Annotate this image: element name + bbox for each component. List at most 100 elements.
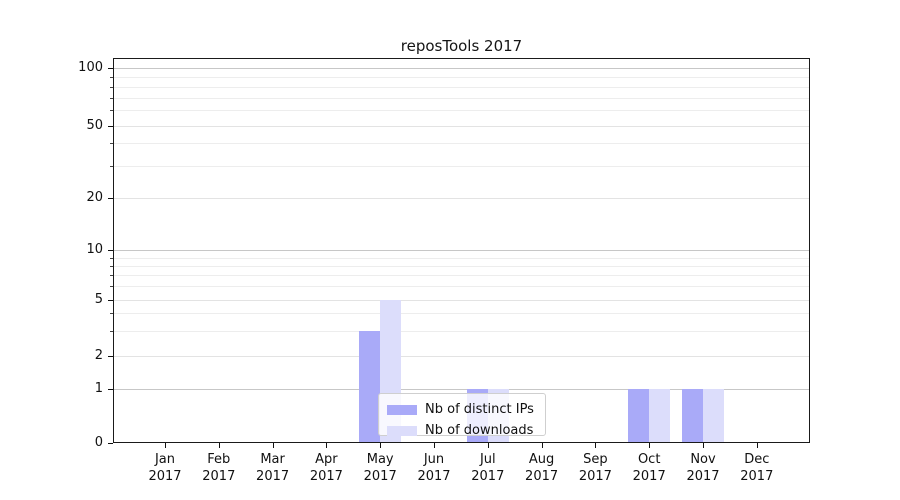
y-minor-gridline xyxy=(113,275,810,277)
x-tick-year: 2017 xyxy=(148,469,182,484)
x-tick-year: 2017 xyxy=(525,469,559,484)
y-tick-label: 0 xyxy=(94,435,103,450)
x-tick-month: Mar xyxy=(260,452,285,467)
y-minor-tick xyxy=(110,286,113,288)
y-minor-tick xyxy=(110,110,113,112)
x-tick-month: Nov xyxy=(690,452,716,467)
plot-area: Nb of distinct IPs Nb of downloads xyxy=(113,58,810,443)
y-tick-label: 50 xyxy=(86,117,103,133)
x-tick-label: Feb 2017 xyxy=(202,451,235,485)
x-tick-label: Apr 2017 xyxy=(310,451,343,485)
y-minor-gridline xyxy=(113,86,810,88)
legend-item: Nb of downloads xyxy=(387,420,545,441)
y-gridline xyxy=(113,389,810,390)
bar-distinct-ips-may xyxy=(359,330,381,443)
y-minor-gridline xyxy=(113,110,810,112)
x-tick-year: 2017 xyxy=(686,469,720,484)
x-tick-month: Dec xyxy=(744,452,770,467)
x-tick-year: 2017 xyxy=(309,469,343,484)
x-tick xyxy=(487,443,489,448)
bar-downloads-nov xyxy=(703,389,724,443)
x-tick-year: 2017 xyxy=(363,469,397,484)
y-tick-label: 10 xyxy=(86,242,103,257)
y-minor-tick xyxy=(110,76,113,78)
y-minor-tick xyxy=(110,165,113,167)
x-tick xyxy=(272,443,274,448)
x-tick-month: Sep xyxy=(583,452,608,467)
bar-distinct-ips-nov xyxy=(682,389,703,443)
bar-downloads-oct xyxy=(649,389,671,443)
x-tick-month: Apr xyxy=(315,452,338,467)
y-minor-gridline xyxy=(113,330,810,332)
y-gridline xyxy=(113,250,810,251)
x-tick-year: 2017 xyxy=(256,469,290,484)
y-minor-tick xyxy=(110,330,113,332)
y-gridline xyxy=(113,68,810,69)
chart-title: reposTools 2017 xyxy=(400,37,523,55)
x-tick-month: Feb xyxy=(207,452,231,467)
x-tick-label: Jul 2017 xyxy=(471,451,504,485)
y-minor-tick xyxy=(110,265,113,267)
legend: Nb of distinct IPs Nb of downloads xyxy=(378,393,546,438)
x-tick xyxy=(165,443,166,448)
x-tick xyxy=(380,443,382,448)
x-tick xyxy=(541,443,543,448)
y-tick xyxy=(108,68,113,69)
legend-swatch xyxy=(387,404,417,415)
legend-label: Nb of downloads xyxy=(425,423,534,438)
legend-swatch xyxy=(387,425,417,436)
y-minor-gridline xyxy=(113,265,810,267)
y-gridline xyxy=(113,299,810,301)
x-tick-month: Jan xyxy=(154,452,176,467)
y-tick-label: 2 xyxy=(94,348,103,363)
x-tick-label: Jun 2017 xyxy=(417,451,450,485)
y-minor-tick xyxy=(110,257,113,259)
bar-distinct-ips-oct xyxy=(628,389,650,443)
x-tick-label: Nov 2017 xyxy=(686,451,719,485)
legend-item: Nb of distinct IPs xyxy=(387,399,545,420)
x-tick-month: May xyxy=(366,452,394,467)
x-tick-year: 2017 xyxy=(202,469,236,484)
x-tick xyxy=(434,443,435,448)
y-minor-tick xyxy=(110,143,113,145)
y-minor-gridline xyxy=(113,257,810,259)
y-minor-gridline xyxy=(113,286,810,288)
y-gridline xyxy=(113,356,810,357)
y-minor-tick xyxy=(110,275,113,277)
y-minor-tick xyxy=(110,97,113,99)
x-tick-label: May 2017 xyxy=(364,451,397,485)
y-tick-label: 5 xyxy=(94,291,103,307)
y-tick xyxy=(108,389,113,390)
x-tick-label: Dec 2017 xyxy=(740,451,773,485)
x-tick xyxy=(703,443,704,448)
x-tick-month: Aug xyxy=(528,452,555,467)
x-tick-year: 2017 xyxy=(471,469,505,484)
y-gridline xyxy=(113,198,810,199)
x-tick-label: Jan 2017 xyxy=(148,451,181,485)
y-tick xyxy=(108,356,113,357)
x-tick xyxy=(756,443,758,448)
x-tick-year: 2017 xyxy=(417,469,451,484)
y-tick-label: 100 xyxy=(78,60,103,75)
y-tick xyxy=(108,299,113,301)
y-gridline xyxy=(113,125,810,127)
x-tick-month: Oct xyxy=(637,452,661,467)
x-tick-label: Mar 2017 xyxy=(256,451,289,485)
x-tick-year: 2017 xyxy=(632,469,666,484)
y-minor-gridline xyxy=(113,165,810,167)
x-tick-label: Oct 2017 xyxy=(633,451,666,485)
y-minor-gridline xyxy=(113,313,810,315)
y-minor-tick xyxy=(110,313,113,315)
y-tick-label: 20 xyxy=(86,190,103,205)
x-tick-year: 2017 xyxy=(578,469,612,484)
legend-label: Nb of distinct IPs xyxy=(425,402,534,417)
x-tick-year: 2017 xyxy=(740,469,774,484)
y-tick-label: 1 xyxy=(94,381,103,396)
x-tick xyxy=(218,443,220,448)
y-tick xyxy=(108,198,113,199)
x-tick xyxy=(326,443,328,448)
y-minor-gridline xyxy=(113,76,810,78)
y-tick xyxy=(108,250,113,251)
x-tick xyxy=(649,443,651,448)
